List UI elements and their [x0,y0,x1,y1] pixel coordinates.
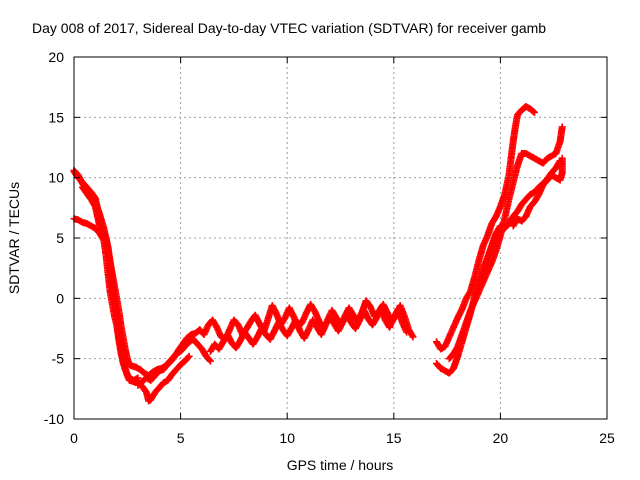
labels-layer: Day 008 of 2017, Sidereal Day-to-day VTE… [6,20,546,473]
x-tick-label: 10 [279,430,295,446]
y-tick-label: 0 [56,290,64,306]
x-tick-label: 5 [177,430,185,446]
x-tick-label: 0 [70,430,78,446]
y-tick-label: 20 [48,49,64,65]
series-track-c [70,215,142,384]
data-point-marker [558,123,566,131]
y-tick-label: 15 [48,109,64,125]
series-track-d [79,183,104,230]
x-tick-label: 15 [386,430,402,446]
data-point-marker [408,331,416,339]
data-marks-layer [70,102,566,405]
y-tick-label: -10 [44,411,64,427]
series-track-end-d [509,154,566,230]
data-point-marker [206,357,214,365]
grid-layer [74,57,607,419]
ticks-layer: 0 5 10 15 20 25 -10 -5 0 5 10 15 20 [44,49,615,446]
y-tick-label: 5 [56,230,64,246]
chart-title: Day 008 of 2017, Sidereal Day-to-day VTE… [32,20,546,36]
data-point-marker [205,356,213,364]
data-point-marker [134,374,142,382]
data-point-marker [531,109,539,117]
data-point-marker [403,328,411,336]
series-track-end-c [445,123,566,363]
data-point-marker [184,353,192,361]
x-tick-label: 20 [493,430,509,446]
data-point-marker [409,333,417,341]
y-tick-label: 10 [48,170,64,186]
data-point-marker [529,108,537,116]
data-point-marker [185,352,193,360]
series-track-e [134,335,214,389]
series-track-mid-b [206,304,411,355]
data-point-marker [558,154,566,162]
data-point-marker [133,375,141,383]
y-tick-label: -5 [52,351,65,367]
x-tick-label: 25 [599,430,615,446]
data-point-marker [96,222,104,230]
x-axis-label: GPS time / hours [287,457,394,473]
y-axis-label: SDTVAR / TECUs [6,182,22,294]
series-track-end-a [432,102,539,353]
